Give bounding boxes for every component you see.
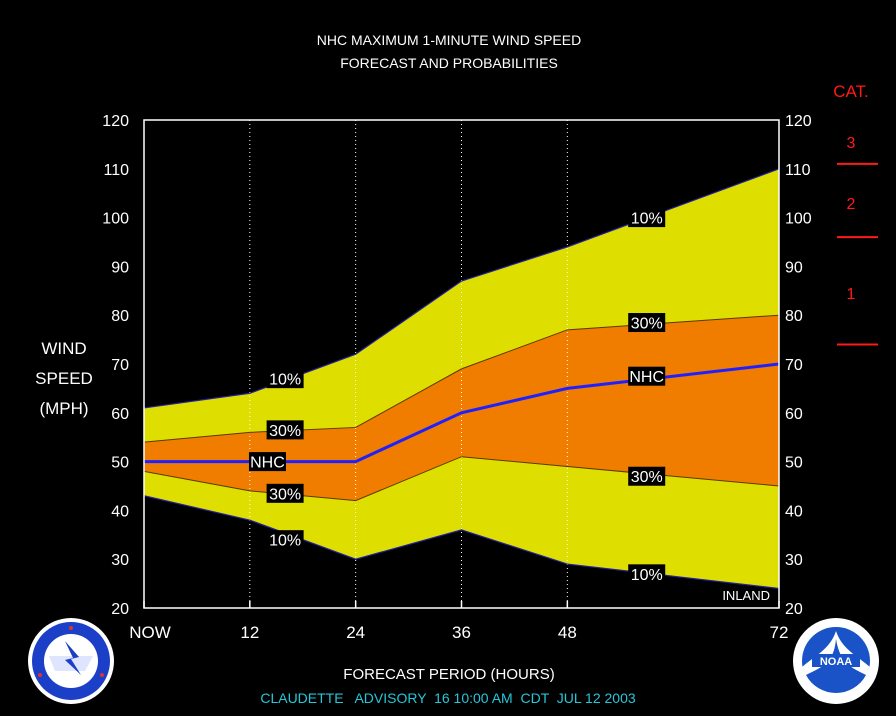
band-label-box — [248, 452, 286, 472]
series-line-nhc — [144, 362, 780, 464]
y-tick-label-right: 80 — [785, 308, 803, 325]
series-line-upper10 — [143, 168, 780, 409]
y-tick-label-left: 110 — [103, 162, 129, 179]
y-tick-label-right: 50 — [785, 455, 803, 472]
x-tick-label: 48 — [558, 623, 577, 642]
y-tick-label-right: 20 — [785, 601, 803, 618]
category-label: 3 — [847, 135, 856, 152]
vertical-gridlines — [249, 120, 568, 608]
y-tick-label-right: 120 — [785, 113, 812, 130]
band-label-box — [628, 208, 666, 228]
x-tick-label: 12 — [240, 623, 259, 642]
x-tick-label: NOW — [129, 623, 171, 642]
y-tick-label-right: 110 — [785, 162, 811, 179]
y-tick-label-right: 100 — [785, 211, 812, 228]
y-tick-label-right: 60 — [785, 406, 803, 423]
y-tick-label-right: 90 — [785, 259, 803, 276]
y-tick-label-left: 70 — [111, 357, 129, 374]
band-label: 10% — [269, 533, 301, 550]
y-tick-label-right: 70 — [785, 357, 803, 374]
y-tick-label-left: 50 — [111, 455, 129, 472]
plot-frame — [143, 119, 780, 609]
y-tick-labels-left: 20 30 40 50 60 70 80 90 100 110 120 — [102, 113, 129, 618]
y-axis-label-line2: SPEED — [35, 369, 93, 388]
band-label: 10% — [631, 567, 663, 584]
band-label-box — [266, 530, 304, 550]
y-tick-label-left: 100 — [102, 211, 129, 228]
y-tick-label-right: 40 — [785, 503, 803, 520]
y-tick-label-left: 40 — [111, 503, 129, 520]
y-tick-label-left: 120 — [102, 113, 129, 130]
x-tick-labels: NOW 12 24 36 48 72 — [129, 623, 788, 642]
series-lines — [143, 168, 780, 590]
category-header: CAT. — [833, 82, 869, 101]
svg-text:NOAA: NOAA — [820, 656, 852, 668]
advisory-text: CLAUDETTE ADVISORY 16 10:00 AM CDT JUL 1… — [260, 690, 636, 706]
band-label: 10% — [631, 211, 663, 228]
category-label: 2 — [847, 196, 856, 213]
band-label: NHC — [629, 369, 664, 386]
band-label: 30% — [631, 316, 663, 333]
band-label-box — [628, 313, 666, 333]
probability-bands — [144, 168, 779, 589]
category-label: 1 — [847, 286, 856, 303]
y-tick-label-right: 30 — [785, 552, 803, 569]
band-label-box — [266, 483, 304, 503]
inland-label: INLAND — [722, 588, 770, 603]
national-weather-service-logo — [28, 618, 114, 704]
y-axis-label-line3: (MPH) — [39, 399, 88, 418]
band-label: 10% — [269, 372, 301, 389]
series-line-lower30 — [143, 456, 780, 502]
inner-probability-band — [144, 315, 779, 501]
band-labels: 10% 30% NHC 30% 10% 10% 30% NHC 30% 10% — [248, 208, 666, 584]
x-tick-label: 72 — [770, 623, 789, 642]
band-label-box — [266, 420, 304, 440]
y-tick-label-left: 80 — [111, 308, 129, 325]
band-label: 30% — [269, 423, 301, 440]
y-tick-label-left: 20 — [111, 601, 129, 618]
band-label: NHC — [250, 455, 285, 472]
series-line-lower10 — [143, 495, 780, 590]
x-tick-label: 36 — [452, 623, 471, 642]
noaa-logo: NOAA — [793, 618, 879, 704]
band-label-box — [628, 564, 666, 584]
series-line-upper30 — [143, 314, 780, 443]
y-tick-labels-right: 20 30 40 50 60 70 80 90 100 110 120 — [785, 113, 812, 618]
band-label-box — [628, 366, 666, 386]
x-axis-label: FORECAST PERIOD (HOURS) — [343, 666, 554, 683]
chart-subtitle: FORECAST AND PROBABILITIES — [340, 55, 558, 71]
band-label-box — [628, 466, 666, 486]
y-axis-label-line1: WIND — [41, 339, 86, 358]
band-label-box — [266, 369, 304, 389]
x-tick-label: 24 — [346, 623, 365, 642]
y-tick-label-left: 30 — [111, 552, 129, 569]
y-tick-label-left: 60 — [111, 406, 129, 423]
chart-title: NHC MAXIMUM 1-MINUTE WIND SPEED — [317, 32, 581, 48]
band-label: 30% — [269, 486, 301, 503]
y-tick-label-left: 90 — [111, 259, 129, 276]
band-label: 30% — [631, 469, 663, 486]
category-scale: 1 2 3 — [837, 135, 878, 346]
